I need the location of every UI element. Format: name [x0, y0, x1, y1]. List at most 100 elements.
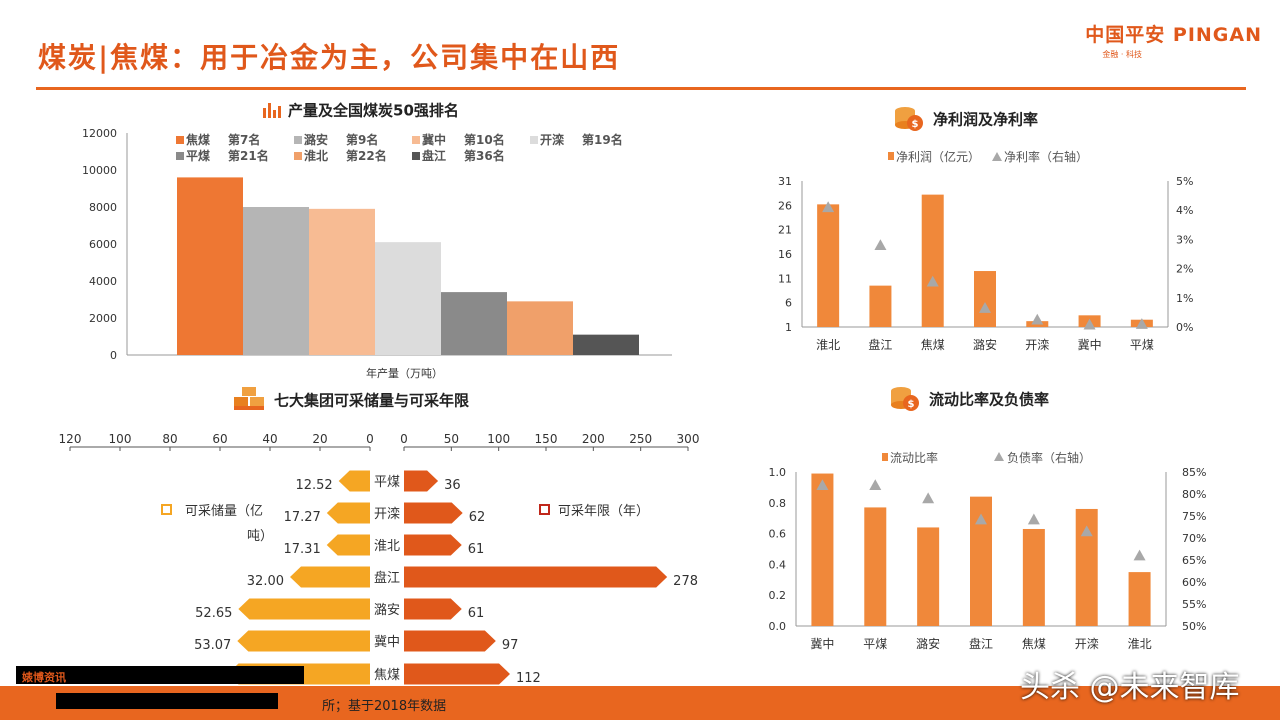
- header-divider: [36, 87, 1246, 90]
- years-value-label: 61: [468, 542, 485, 557]
- reserve-arrow: [326, 502, 370, 524]
- watermark: 头杀 @未来智库: [1020, 670, 1240, 705]
- legend-swatch: [412, 152, 420, 160]
- category-label: 冀中: [374, 634, 400, 650]
- y2-tick-label: 75%: [1182, 510, 1206, 523]
- years-value-label: 62: [469, 510, 486, 525]
- y2-tick-label: 65%: [1182, 554, 1206, 567]
- category-label: 潞安: [374, 603, 400, 618]
- x-tick-label: 盘江: [868, 337, 892, 352]
- category-label: 淮北: [374, 539, 400, 554]
- y-tick-label: 6000: [89, 238, 117, 251]
- legend-rank: 第21名: [228, 148, 269, 163]
- left-tick-label: 0: [366, 432, 374, 446]
- legend-rank: 第10名: [464, 132, 505, 147]
- legend-rank: 第22名: [346, 148, 387, 163]
- y-tick-label: 12000: [82, 127, 117, 140]
- logo-tagline: 金融 · 科技: [1102, 50, 1142, 59]
- chart4-title-wrap: $ 流动比率及负债率: [889, 383, 1049, 417]
- bar-current-ratio: [970, 496, 992, 626]
- legend-swatch: [161, 504, 172, 515]
- chart2-title-wrap: $ 净利润及净利率: [893, 103, 1038, 137]
- bar-current-ratio: [1128, 572, 1151, 626]
- bar-net-profit: [921, 194, 944, 327]
- y2-tick-label: 50%: [1182, 620, 1206, 633]
- chart3-title-wrap: 七大集团可采储量与可采年限: [232, 386, 469, 416]
- reserve-value-label: 32.00: [247, 574, 284, 589]
- bar-盘江: [573, 334, 639, 355]
- marker-net-margin: [1083, 318, 1096, 330]
- bar-net-profit: [817, 204, 840, 327]
- legend-swatch: [882, 453, 888, 461]
- legend-label: 潞安: [304, 132, 328, 147]
- blocks-icon: [232, 386, 266, 416]
- legend-label: 开滦: [540, 132, 565, 147]
- chart2-title: 净利润及净利率: [933, 110, 1039, 129]
- legend-label: 可采储量（亿: [185, 504, 263, 519]
- reserve-value-label: 52.65: [195, 606, 232, 621]
- coins-icon: $: [893, 103, 925, 137]
- reserve-arrow: [338, 470, 370, 492]
- y-tick-label: 0.4: [769, 558, 787, 571]
- x-tick-label: 冀中: [1078, 337, 1102, 352]
- right-tick-label: 200: [582, 432, 605, 446]
- chart3-title: 七大集团可采储量与可采年限: [274, 391, 470, 410]
- bar-开滦: [375, 242, 441, 355]
- legend-label: 淮北: [304, 148, 328, 163]
- years-arrow: [404, 598, 462, 620]
- bar-net-profit: [869, 285, 892, 327]
- y-tick-label: 1: [785, 321, 792, 334]
- brand-logo: 中国平安 PINGAN 金融 · 科技: [1085, 20, 1262, 60]
- reserve-arrow: [237, 630, 370, 652]
- category-label: 开滦: [374, 506, 400, 522]
- y2-tick-label: 2%: [1176, 263, 1193, 276]
- bar-chart-icon: [262, 99, 282, 123]
- y-tick-label: 0.8: [769, 497, 787, 510]
- legend-label: 净利润（亿元）: [896, 149, 980, 164]
- bar-冀中: [309, 208, 375, 355]
- redacted-label: 婊博资讯: [16, 666, 304, 684]
- legend-swatch: [539, 504, 550, 515]
- marker-net-margin: [1031, 313, 1044, 325]
- x-tick-label: 淮北: [816, 338, 840, 352]
- legend-label: 负债率（右轴）: [1007, 450, 1091, 465]
- legend-rank: 第36名: [464, 148, 505, 163]
- legend-marker: [994, 452, 1004, 461]
- y-tick-label: 0: [110, 349, 117, 362]
- marker-net-margin: [822, 201, 835, 213]
- bar-current-ratio: [864, 507, 887, 626]
- y2-tick-label: 4%: [1176, 204, 1193, 217]
- legend-swatch: [294, 136, 302, 144]
- y-tick-label: 0.2: [769, 589, 787, 602]
- x-tick-label: 开滦: [1025, 337, 1049, 352]
- legend-swatch: [294, 152, 302, 160]
- years-arrow: [404, 502, 463, 524]
- legend-swatch: [888, 152, 894, 160]
- years-value-label: 61: [468, 606, 485, 621]
- marker-net-margin: [874, 239, 887, 251]
- years-arrow: [404, 470, 439, 492]
- x-tick-label: 潞安: [973, 337, 997, 352]
- y-tick-label: 10000: [82, 164, 117, 177]
- reserve-value-label: 53.07: [194, 638, 231, 653]
- marker-debt-ratio: [816, 479, 829, 490]
- marker-debt-ratio: [922, 492, 935, 504]
- chart4-title: 流动比率及负债率: [929, 390, 1050, 409]
- marker-debt-ratio: [1080, 525, 1093, 537]
- y2-tick-label: 60%: [1182, 576, 1206, 589]
- y-tick-label: 0.6: [769, 528, 787, 541]
- bar-焦煤: [177, 177, 243, 355]
- right-tick-label: 300: [677, 432, 700, 446]
- right-tick-label: 50: [444, 432, 459, 446]
- reserve-arrow: [326, 534, 370, 556]
- y-tick-label: 8000: [89, 201, 117, 214]
- page-title: 煤炭|焦煤：用于冶金为主，公司集中在山西: [38, 41, 621, 74]
- marker-net-margin: [926, 275, 939, 287]
- legend-label: 焦煤: [185, 132, 210, 147]
- bar-平煤: [441, 292, 507, 355]
- svg-text:$: $: [908, 399, 915, 410]
- right-tick-label: 250: [629, 432, 652, 446]
- y2-tick-label: 1%: [1176, 292, 1193, 305]
- years-value-label: 112: [516, 671, 541, 686]
- legend-swatch: [530, 136, 538, 144]
